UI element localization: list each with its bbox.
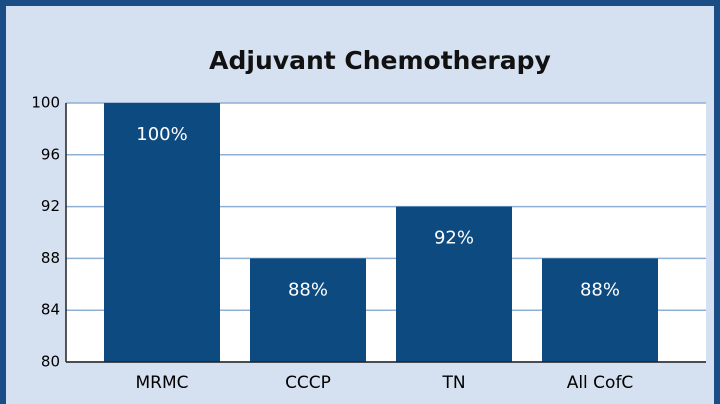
bar [104, 103, 220, 362]
value-label: 88% [580, 279, 620, 300]
value-label: 92% [434, 228, 474, 249]
x-tick-label: All CofC [567, 373, 634, 393]
x-tick-label: CCCP [285, 373, 331, 393]
y-tick-label: 92 [41, 197, 60, 215]
bar [250, 258, 366, 362]
y-tick-label: 84 [41, 301, 60, 319]
value-label: 88% [288, 279, 328, 300]
bar [396, 206, 512, 362]
y-tick-label: 88 [41, 249, 60, 267]
bar [542, 258, 658, 362]
y-tick-label: 96 [41, 145, 60, 163]
y-tick-label: 100 [31, 94, 60, 112]
x-tick-label: MRMC [135, 373, 188, 393]
value-label: 100% [136, 124, 187, 145]
x-tick-label: TN [441, 373, 465, 393]
chart-title: Adjuvant Chemotherapy [209, 46, 551, 75]
y-tick-label: 80 [41, 353, 60, 371]
